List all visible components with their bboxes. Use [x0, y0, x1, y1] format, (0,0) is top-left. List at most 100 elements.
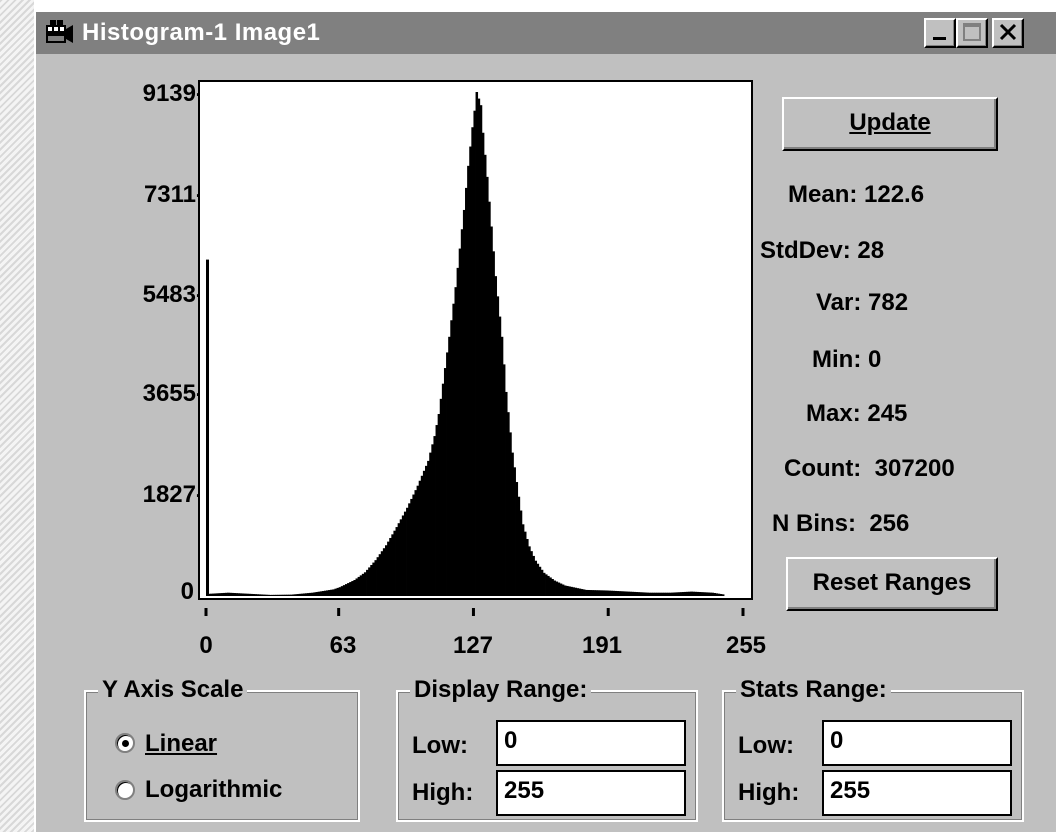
histogram-bar	[349, 582, 352, 596]
histogram-bar	[553, 580, 556, 596]
histogram-bar	[277, 594, 281, 596]
histogram-bar	[233, 593, 236, 596]
histogram-bar	[597, 590, 601, 596]
histogram-bar	[239, 593, 243, 596]
histogram-bar	[307, 593, 310, 596]
histogram-bar	[224, 592, 228, 596]
histogram-bar	[422, 470, 426, 596]
histogram-bar	[243, 593, 247, 596]
histogram-bar	[361, 573, 365, 596]
histogram-bar	[620, 591, 624, 596]
histogram-bar	[559, 583, 563, 596]
maximize-button[interactable]	[956, 18, 988, 48]
histogram-bar	[644, 592, 647, 596]
histogram-bar	[344, 584, 348, 596]
histogram-bar	[427, 460, 430, 596]
y-tick-label: 7311-	[143, 181, 204, 208]
histogram-bar	[561, 584, 565, 596]
histogram-bar	[702, 592, 706, 596]
reset-ranges-button[interactable]: Reset Ranges	[786, 557, 998, 611]
histogram-bar	[490, 226, 493, 596]
histogram-bar	[488, 201, 491, 596]
y-axis-scale-title: Y Axis Scale	[98, 676, 248, 704]
desktop-background	[0, 0, 34, 832]
histogram-bar	[342, 585, 346, 596]
histogram-bar	[288, 594, 291, 596]
stats-low-input[interactable]: 0	[822, 720, 1012, 766]
stat-min: Min: 0	[812, 346, 882, 373]
update-button[interactable]: Update	[782, 97, 998, 151]
linear-radio[interactable]	[115, 733, 135, 753]
histogram-bar	[319, 591, 323, 596]
histogram-bar	[382, 548, 386, 596]
histogram-bar	[408, 503, 411, 596]
histogram-bar	[443, 368, 447, 596]
histogram-bar	[347, 583, 350, 596]
histogram-bar	[637, 592, 641, 596]
histogram-bar	[675, 592, 679, 596]
histogram-bar	[435, 425, 439, 596]
histogram-bar	[385, 545, 388, 596]
display-low-input[interactable]: 0	[496, 720, 686, 766]
stats-high-input[interactable]: 255	[822, 770, 1012, 816]
histogram-bar	[496, 296, 500, 596]
logarithmic-label[interactable]: Logarithmic	[145, 776, 283, 803]
histogram-bar	[252, 594, 255, 596]
histogram-bar	[256, 594, 260, 596]
stat-count: Count: 307200	[784, 455, 955, 482]
histogram-plot[interactable]	[198, 80, 753, 600]
display-low-label: Low:	[412, 732, 468, 759]
histogram-bar	[547, 575, 550, 596]
histogram-bar	[214, 593, 217, 596]
histogram-bar	[717, 593, 721, 596]
close-icon	[999, 23, 1017, 41]
histogram-bar	[357, 576, 361, 596]
histogram-bar	[433, 436, 436, 596]
histogram-bar	[446, 352, 449, 596]
histogram-bar	[372, 562, 375, 596]
histogram-bar	[551, 579, 554, 596]
histogram-bar	[542, 572, 546, 596]
histogram-bar	[425, 465, 428, 596]
histogram-bar	[397, 523, 401, 596]
histogram-bar	[481, 132, 485, 596]
histogram-bar	[271, 594, 274, 596]
histogram-bar	[589, 590, 592, 596]
histogram-bar	[604, 590, 607, 596]
histogram-bar	[231, 592, 234, 596]
minimize-button[interactable]	[924, 18, 956, 48]
histogram-bar	[290, 594, 293, 596]
title-bar[interactable]: Histogram-1 Image1	[36, 12, 1056, 54]
histogram-bar	[656, 592, 660, 596]
histogram-bar	[420, 475, 424, 596]
y-tick-label: 0	[180, 578, 194, 605]
histogram-bar	[692, 591, 695, 596]
histogram-bar	[370, 565, 373, 596]
histogram-bar	[283, 594, 287, 596]
histogram-bar	[545, 574, 548, 596]
histogram-bar	[713, 593, 717, 596]
histogram-bar	[618, 591, 622, 596]
histogram-bar	[403, 511, 407, 596]
histogram-bar	[707, 592, 710, 596]
histogram-bar	[587, 589, 590, 596]
histogram-bar	[366, 569, 369, 596]
display-high-input[interactable]: 255	[496, 770, 686, 816]
x-tick-label: 127	[452, 632, 494, 659]
logarithmic-radio[interactable]	[115, 780, 135, 800]
histogram-bar	[220, 593, 224, 596]
x-tick-label: 255	[725, 632, 767, 659]
histogram-bar	[610, 590, 613, 596]
histogram-bar	[401, 515, 405, 596]
close-button[interactable]	[992, 18, 1024, 48]
histogram-bar	[311, 592, 314, 596]
histogram-bar	[323, 590, 327, 596]
linear-label[interactable]: Linear	[145, 730, 218, 757]
display-range-title: Display Range:	[410, 676, 592, 704]
histogram-bar	[304, 593, 308, 596]
radio-selected-dot	[122, 740, 129, 747]
histogram-bar	[441, 383, 445, 596]
histogram-bar	[505, 391, 508, 596]
histogram-bar	[631, 591, 634, 596]
histogram-bar	[700, 592, 704, 596]
